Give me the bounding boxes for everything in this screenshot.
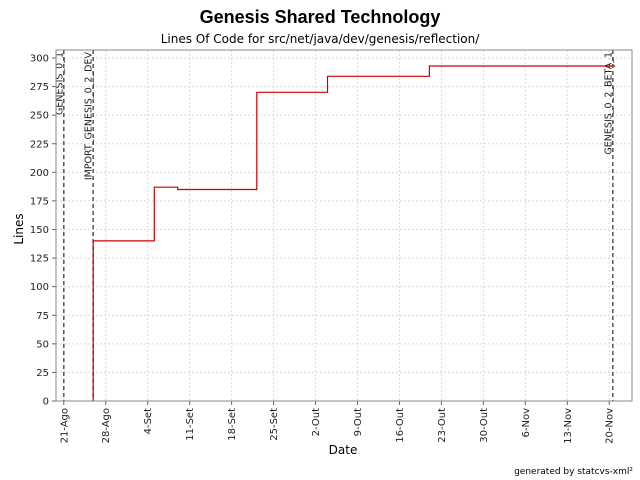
plot-background bbox=[55, 49, 633, 402]
y-tick-label: 0 bbox=[43, 397, 49, 408]
y-tick-label: 150 bbox=[30, 225, 49, 236]
y-tick-label: 75 bbox=[36, 311, 49, 322]
y-tick-label: 300 bbox=[30, 54, 49, 65]
y-axis-title: Lines bbox=[12, 213, 26, 244]
footer-credit: generated by statcvs-xml² bbox=[514, 467, 633, 477]
y-tick-label: 275 bbox=[30, 82, 49, 93]
y-tick-label: 100 bbox=[30, 282, 49, 293]
x-tick-label: 9-Out bbox=[353, 408, 364, 436]
x-tick-label: 28-Ago bbox=[101, 408, 112, 443]
marker-label: IMPORT_GENESIS_0_2_DEV bbox=[84, 52, 95, 181]
y-tick-label: 250 bbox=[30, 111, 49, 122]
x-axis-title: Date bbox=[329, 443, 358, 457]
series-line bbox=[92, 65, 616, 401]
chart-title: Genesis Shared Technology bbox=[200, 7, 441, 27]
x-tick-label: 21-Ago bbox=[59, 408, 70, 443]
y-tick-label: 25 bbox=[36, 368, 49, 379]
x-tick-label: 30-Out bbox=[479, 408, 490, 443]
plot-area: 0 25 50 75 100 125 150 175 200 225 250 275 300 21-Ago… bbox=[30, 49, 633, 444]
plot-border bbox=[55, 49, 633, 402]
y-tick-label: 200 bbox=[30, 168, 49, 179]
x-tick-label: 4-Set bbox=[143, 408, 154, 434]
marker-label: GENESIS_0_1 bbox=[54, 52, 65, 115]
x-tick-label: 13-Nov bbox=[563, 408, 574, 444]
y-tick-label: 175 bbox=[30, 196, 49, 207]
x-tick-label: 16-Out bbox=[395, 408, 406, 443]
x-tick-label: 11-Set bbox=[185, 408, 196, 441]
x-tick-label: 18-Set bbox=[227, 408, 238, 441]
y-tick-label: 50 bbox=[36, 339, 49, 350]
y-tick-label: 225 bbox=[30, 139, 49, 150]
y-tick-label: 125 bbox=[30, 254, 49, 265]
marker-label: GENESIS_0_2_BETA_1 bbox=[603, 52, 614, 155]
x-tick-label: 25-Set bbox=[269, 408, 280, 441]
x-tick-label: 6-Nov bbox=[521, 408, 532, 438]
x-tick-label: 2-Out bbox=[311, 408, 322, 436]
x-tick-label: 23-Out bbox=[437, 408, 448, 443]
chart-subtitle: Lines Of Code for src/net/java/dev/genes… bbox=[161, 32, 480, 46]
x-tick-label: 20-Nov bbox=[605, 408, 616, 444]
